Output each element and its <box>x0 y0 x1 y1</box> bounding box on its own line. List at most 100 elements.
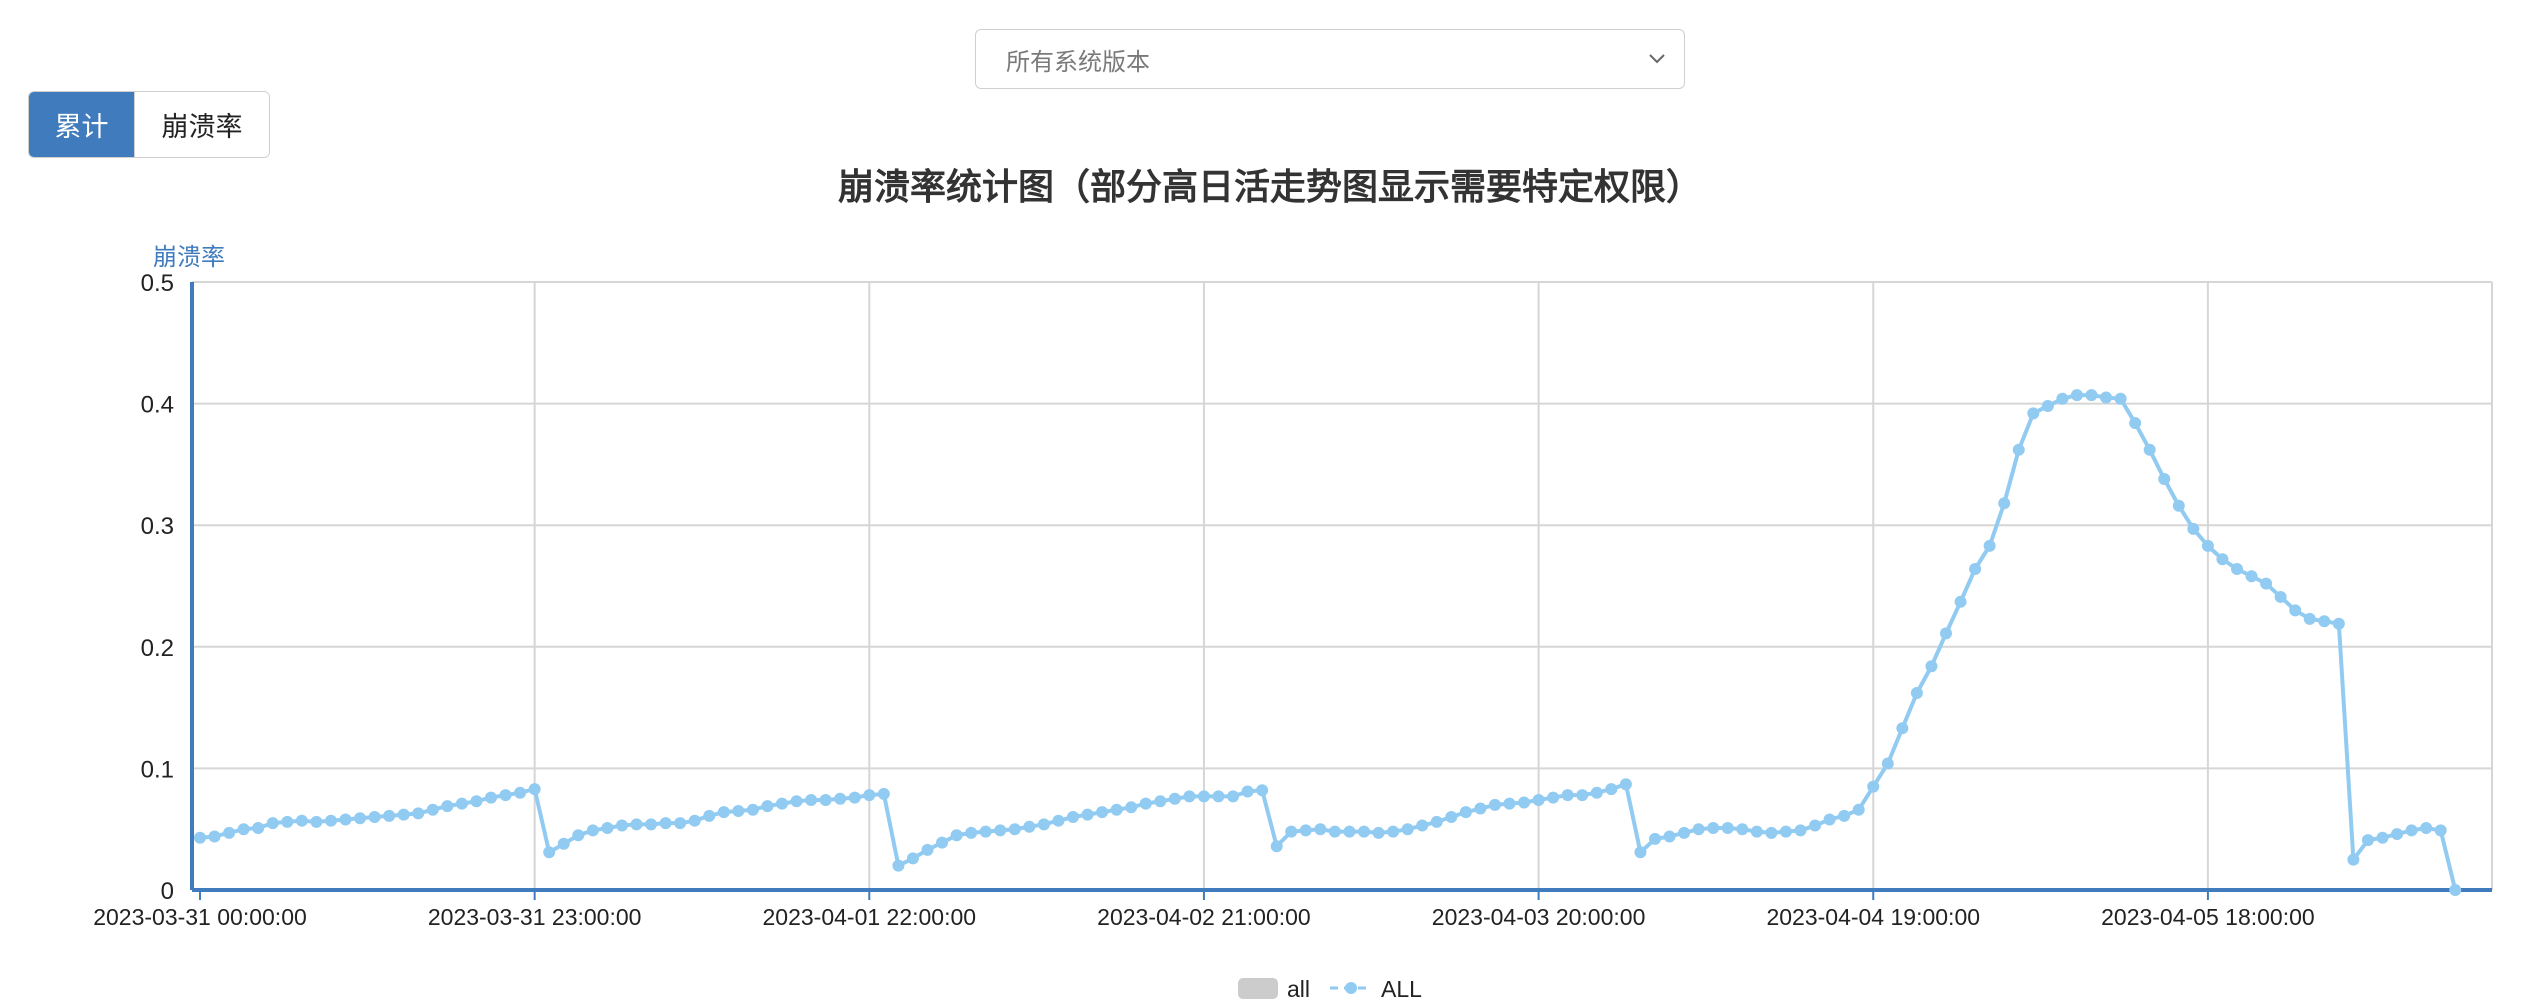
y-tick-label: 0.1 <box>141 756 174 783</box>
data-point <box>1809 819 1822 832</box>
data-point <box>1721 821 1734 834</box>
data-point <box>790 795 803 808</box>
data-point <box>1998 497 2011 510</box>
data-point <box>1430 815 1443 828</box>
x-tick-label: 2023-04-02 21:00:00 <box>1097 904 1311 930</box>
data-point <box>1634 846 1647 859</box>
data-point <box>1852 803 1865 816</box>
data-point <box>1954 595 1967 608</box>
data-point <box>1197 790 1210 803</box>
data-point <box>252 821 265 834</box>
data-point <box>1227 790 1240 803</box>
series-line-all <box>199 393 2458 891</box>
data-point <box>776 797 788 810</box>
data-point <box>1663 830 1676 843</box>
data-point <box>950 829 963 842</box>
chevron-down-icon <box>1649 54 1665 64</box>
data-point <box>266 817 279 830</box>
data-point <box>470 795 483 808</box>
data-point <box>1212 790 1225 803</box>
data-point <box>1343 825 1356 838</box>
data-point <box>615 819 628 832</box>
data-point <box>674 817 687 830</box>
data-point <box>1168 792 1181 805</box>
data-point <box>194 831 206 844</box>
data-point <box>645 818 658 831</box>
data-point <box>2216 553 2229 566</box>
data-point <box>819 794 832 807</box>
data-point <box>877 787 890 800</box>
mode-button-group: 累计 崩溃率 <box>28 91 270 158</box>
data-point <box>1270 840 1283 853</box>
data-point <box>717 806 730 819</box>
data-point <box>1416 819 1429 832</box>
cumulative-button[interactable]: 累计 <box>29 92 134 157</box>
data-point <box>1125 801 1138 814</box>
x-tick-label: 2023-04-03 20:00:00 <box>1432 904 1646 930</box>
data-point <box>2085 389 2098 402</box>
data-point <box>2172 499 2185 512</box>
data-point <box>1358 825 1370 838</box>
y-tick-label: 0.5 <box>141 270 174 297</box>
data-point <box>1736 823 1749 836</box>
data-point <box>1328 825 1341 838</box>
data-point <box>1576 789 1589 802</box>
legend-label-all-upper: ALL <box>1381 976 1422 1002</box>
data-point <box>936 836 949 849</box>
data-point <box>1503 797 1516 810</box>
data-point <box>368 811 381 824</box>
data-point <box>630 818 643 831</box>
data-point <box>2332 617 2345 630</box>
data-point <box>1285 825 1298 838</box>
data-point <box>441 800 454 813</box>
data-point <box>2361 834 2374 847</box>
crash-rate-button[interactable]: 崩溃率 <box>134 92 269 157</box>
data-point <box>426 803 439 816</box>
data-point <box>1692 823 1705 836</box>
data-point <box>514 786 527 799</box>
data-point <box>1401 823 1414 836</box>
data-point <box>805 794 818 807</box>
data-point <box>2201 539 2214 552</box>
x-tick-label: 2023-04-01 22:00:00 <box>763 904 977 930</box>
data-point <box>543 846 556 859</box>
data-point <box>1823 813 1836 826</box>
data-point <box>1649 832 1661 845</box>
data-point <box>1518 796 1531 809</box>
system-version-placeholder: 所有系统版本 <box>1006 47 1150 76</box>
data-point <box>2347 853 2360 866</box>
data-point <box>2260 577 2273 590</box>
data-point <box>2449 884 2462 896</box>
data-point <box>2434 824 2447 837</box>
data-point <box>2143 443 2156 456</box>
data-point <box>2158 472 2171 485</box>
data-point <box>1067 811 1079 824</box>
data-point <box>1110 803 1123 816</box>
data-point <box>1794 824 1807 837</box>
data-point <box>1765 826 1778 839</box>
data-point <box>2274 590 2287 603</box>
data-point <box>965 826 978 839</box>
data-point <box>1925 660 1938 673</box>
system-version-select[interactable]: 所有系统版本 <box>975 29 1685 89</box>
data-point <box>979 825 992 838</box>
data-point <box>412 807 425 820</box>
data-point <box>892 859 905 872</box>
data-point <box>2318 615 2331 628</box>
legend-marker-all-upper <box>1345 982 1357 994</box>
data-point <box>1619 778 1632 791</box>
data-point <box>2391 828 2404 841</box>
data-point <box>1707 821 1720 834</box>
data-point <box>1838 809 1851 822</box>
data-point <box>586 824 599 837</box>
data-point <box>1983 539 1996 552</box>
data-point <box>863 789 876 802</box>
x-tick-label: 2023-03-31 00:00:00 <box>93 904 307 930</box>
data-point <box>1940 627 1952 640</box>
data-point <box>848 791 861 804</box>
data-point <box>223 826 236 839</box>
data-point <box>1969 562 1982 575</box>
data-point <box>746 803 759 816</box>
y-axis-label: 崩溃率 <box>153 243 225 271</box>
